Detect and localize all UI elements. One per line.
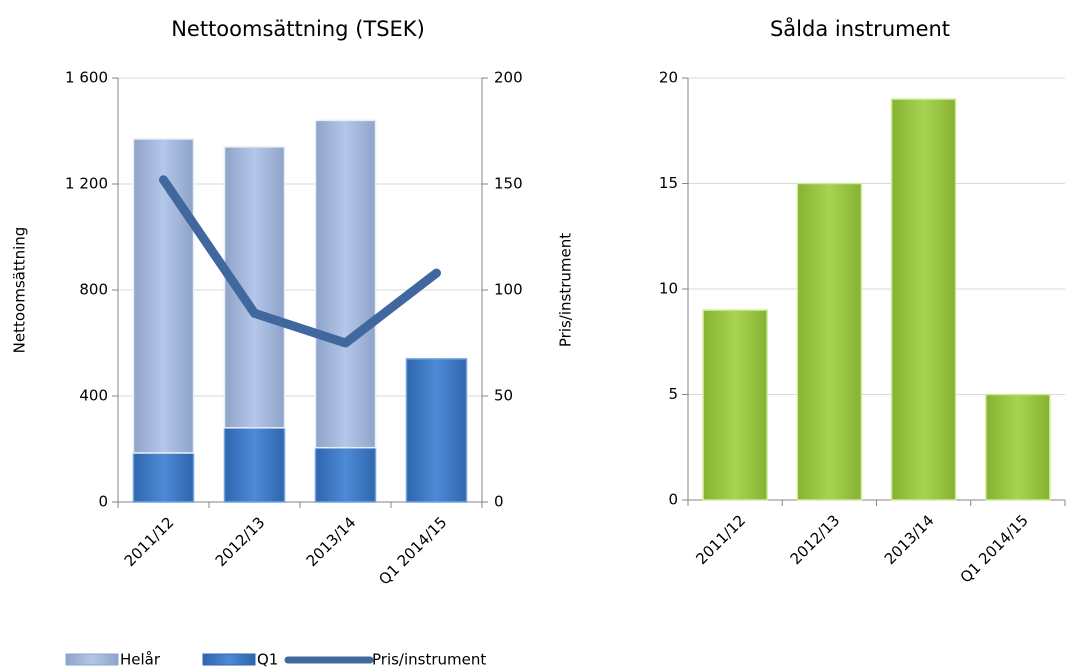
x-tick-label: 2013/14 bbox=[881, 511, 938, 568]
y-tick-label: 0 bbox=[98, 493, 108, 511]
x-tick-label: Q1 2014/15 bbox=[375, 513, 450, 588]
x-tick-label: Q1 2014/15 bbox=[957, 511, 1032, 586]
legend: Helår Q1 Pris/instrument bbox=[65, 651, 486, 668]
y-tick-label: 5 bbox=[668, 385, 678, 403]
legend-label: Helår bbox=[120, 651, 161, 668]
bar bbox=[223, 427, 286, 503]
y2-tick-label: 150 bbox=[494, 175, 523, 193]
legend-swatch bbox=[65, 653, 119, 666]
bar bbox=[314, 119, 377, 449]
legend-label: Pris/instrument bbox=[372, 651, 486, 668]
bar bbox=[314, 446, 377, 503]
y-tick-label: 1 200 bbox=[65, 175, 108, 193]
bar bbox=[985, 393, 1051, 501]
bar bbox=[405, 358, 468, 503]
y-tick-label: 10 bbox=[659, 280, 678, 298]
legend-swatch bbox=[202, 653, 256, 666]
x-tick-label: 2013/14 bbox=[303, 513, 360, 570]
y-axis-title: Nettoomsättning bbox=[11, 227, 29, 354]
y-tick-label: 400 bbox=[79, 387, 108, 405]
y2-tick-label: 100 bbox=[494, 281, 523, 299]
bar bbox=[132, 452, 195, 503]
y2-tick-label: 50 bbox=[494, 387, 513, 405]
y-tick-label: 15 bbox=[659, 174, 678, 192]
line bbox=[159, 175, 441, 348]
y-tick-label: 800 bbox=[79, 281, 108, 299]
y-tick-label: 0 bbox=[668, 491, 678, 509]
y2-axis-title: Pris/instrument bbox=[557, 233, 575, 347]
bar bbox=[132, 138, 195, 454]
y2-tick-label: 0 bbox=[494, 493, 504, 511]
x-tick-label: 2011/12 bbox=[121, 513, 178, 570]
x-tick-label: 2011/12 bbox=[692, 511, 749, 568]
bar bbox=[702, 309, 768, 501]
x-tick-label: 2012/13 bbox=[212, 513, 269, 570]
y-tick-label: 20 bbox=[659, 69, 678, 87]
bar bbox=[890, 98, 957, 501]
chart-title: Sålda instrument bbox=[770, 16, 950, 41]
bar bbox=[796, 182, 863, 501]
x-tick-label: 2012/13 bbox=[787, 511, 844, 568]
y2-tick-label: 200 bbox=[494, 69, 523, 87]
y-tick-label: 1 600 bbox=[65, 69, 108, 87]
legend-label: Q1 bbox=[257, 651, 278, 668]
chart-title: Nettoomsättning (TSEK) bbox=[171, 17, 425, 41]
